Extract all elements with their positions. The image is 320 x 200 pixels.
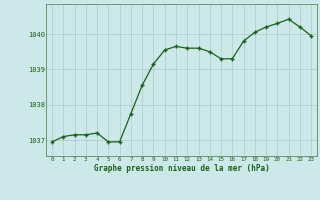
X-axis label: Graphe pression niveau de la mer (hPa): Graphe pression niveau de la mer (hPa) [94, 164, 269, 173]
